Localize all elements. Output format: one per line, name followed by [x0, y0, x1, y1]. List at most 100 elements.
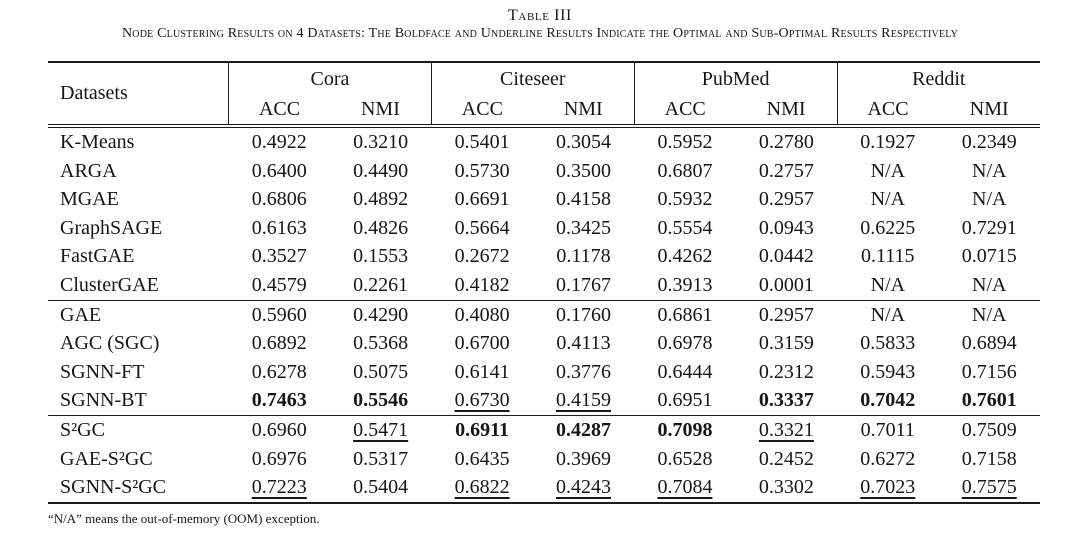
- value-cell: N/A: [939, 185, 1041, 214]
- value-text: 0.5833: [860, 332, 916, 355]
- value-text: 0.2757: [758, 159, 814, 182]
- value-text: 0.5075: [353, 360, 409, 383]
- value-cell: 0.6444: [634, 358, 735, 387]
- value-cell: 0.6400: [229, 157, 330, 186]
- datasets-header-cell: Datasets: [48, 62, 229, 128]
- group-header-pubmed: PubMed: [633, 62, 838, 95]
- group-header-row: Datasets Cora Citeseer PubMed Reddit: [48, 62, 1040, 128]
- value-cell: 0.4826: [330, 214, 431, 243]
- method-name-cell: AGC (SGC): [60, 332, 160, 355]
- value-cell: 0.2452: [736, 445, 837, 474]
- value-cell: 0.2757: [736, 157, 837, 186]
- value-text: 0.0001: [758, 273, 814, 296]
- value-text: 0.3969: [556, 447, 612, 470]
- value-text: 0.7509: [961, 418, 1017, 441]
- value-text: 0.5960: [251, 303, 307, 326]
- value-cell: 0.2261: [329, 270, 432, 301]
- value-text: 0.7158: [961, 447, 1017, 470]
- value-text: 0.3425: [556, 216, 612, 239]
- value-text: 0.3776: [556, 360, 612, 383]
- value-cell: 0.3302: [736, 473, 837, 503]
- value-cell: N/A: [939, 300, 1041, 329]
- value-text: 0.0715: [961, 245, 1017, 268]
- value-text: 0.5401: [454, 131, 510, 153]
- value-cell: 0.4892: [330, 185, 431, 214]
- value-text: 0.2957: [758, 188, 814, 211]
- subheader-reddit-acc: ACC: [836, 95, 939, 128]
- table-row: ClusterGAE 0.4579 0.2261 0.4182 0.1767 0.3913…: [48, 270, 1040, 301]
- value-cell: 0.4182: [431, 270, 533, 301]
- value-cell: 0.5404: [330, 473, 431, 503]
- value-cell: N/A: [939, 157, 1041, 186]
- value-cell: 0.6978: [634, 329, 735, 358]
- method-name-cell: ClusterGAE: [48, 270, 229, 301]
- value-cell: 0.6528: [634, 445, 735, 474]
- value-text: 0.2312: [758, 360, 814, 383]
- value-text: 0.5932: [657, 188, 713, 211]
- table-row: S²GC 0.6960 0.5471 0.6911 0.4287 0.7098 0.3321…: [48, 415, 1040, 444]
- value-text: 0.3337: [758, 389, 814, 412]
- value-text: 0.7601: [961, 389, 1017, 412]
- value-cell: 0.3321: [736, 415, 837, 444]
- value-text: 0.0442: [758, 245, 814, 268]
- subheader-cora-nmi: NMI: [329, 95, 432, 128]
- method-name-cell: SGNN-FT: [60, 360, 145, 383]
- value-cell: 0.3159: [736, 329, 837, 358]
- value-text: 0.7011: [860, 418, 915, 441]
- value-cell: 0.4113: [533, 329, 634, 358]
- value-text: 0.6435: [454, 447, 510, 470]
- results-table: Datasets Cora Citeseer PubMed Reddit ACC…: [48, 61, 1040, 504]
- value-text: 0.4080: [454, 303, 510, 326]
- value-cell: 0.5730: [431, 157, 532, 186]
- value-cell: 0.6700: [431, 329, 532, 358]
- value-text: 0.4579: [251, 273, 307, 296]
- value-cell: 0.2957: [736, 300, 837, 329]
- method-name-cell: SGNN-S²GC: [60, 476, 167, 499]
- value-text: N/A: [870, 159, 906, 182]
- value-cell: 0.7509: [939, 415, 1041, 444]
- value-cell: N/A: [837, 270, 939, 301]
- value-cell: 0.6141: [431, 358, 532, 387]
- value-text: 0.3054: [556, 131, 612, 153]
- group-header-citeseer: Citeseer: [430, 62, 635, 95]
- value-cell: N/A: [837, 300, 938, 329]
- table-row: SGNN-FT 0.6278 0.5075 0.6141 0.3776 0.6444 0.2…: [48, 358, 1040, 387]
- table-row: GAE-S²GC 0.6976 0.5317 0.6435 0.3969 0.6528 0.…: [48, 445, 1040, 474]
- value-text: 0.5471: [353, 418, 409, 441]
- table-row: SGNN-BT 0.7463 0.5546 0.6730 0.4159 0.6951 0.3…: [48, 386, 1040, 416]
- value-cell: 0.0001: [735, 270, 838, 301]
- method-name-cell: FastGAE: [60, 245, 135, 268]
- value-cell: 0.3776: [533, 358, 634, 387]
- value-cell: 0.7158: [939, 445, 1041, 474]
- value-text: 0.2349: [961, 131, 1017, 153]
- value-cell: 0.6807: [634, 157, 735, 186]
- value-text: 0.6807: [657, 159, 713, 182]
- value-cell: 0.5952: [634, 126, 735, 157]
- value-text: 0.1553: [353, 245, 409, 268]
- value-text: 0.4243: [556, 476, 612, 499]
- value-text: 0.5317: [353, 447, 409, 470]
- value-text: 0.4290: [353, 303, 409, 326]
- value-cell: 0.7156: [939, 358, 1041, 387]
- value-cell: 0.4290: [330, 300, 431, 329]
- value-cell: 0.6435: [431, 445, 532, 474]
- subheader-cora-acc: ACC: [228, 95, 330, 128]
- value-cell: 0.3527: [229, 242, 330, 271]
- value-cell: 0.0943: [736, 214, 837, 243]
- value-cell: 0.2780: [736, 126, 837, 157]
- value-cell: 0.2349: [939, 126, 1041, 157]
- subheader-citeseer-acc: ACC: [430, 95, 533, 128]
- value-cell: 0.4922: [229, 126, 330, 157]
- value-cell: 0.4287: [533, 415, 634, 444]
- value-cell: 0.4080: [431, 300, 532, 329]
- table-row: GAE 0.5960 0.4290 0.4080 0.1760 0.6861 0.2957 N…: [48, 300, 1040, 329]
- value-text: N/A: [870, 188, 906, 211]
- value-text: 0.6278: [251, 360, 307, 383]
- value-text: 0.6892: [251, 332, 307, 355]
- value-text: 0.6163: [251, 216, 307, 239]
- group-header-cora: Cora: [228, 62, 432, 95]
- value-cell: 0.7463: [228, 386, 330, 416]
- value-cell: 0.5471: [330, 415, 431, 444]
- method-name-cell: SGNN-BT: [48, 386, 229, 416]
